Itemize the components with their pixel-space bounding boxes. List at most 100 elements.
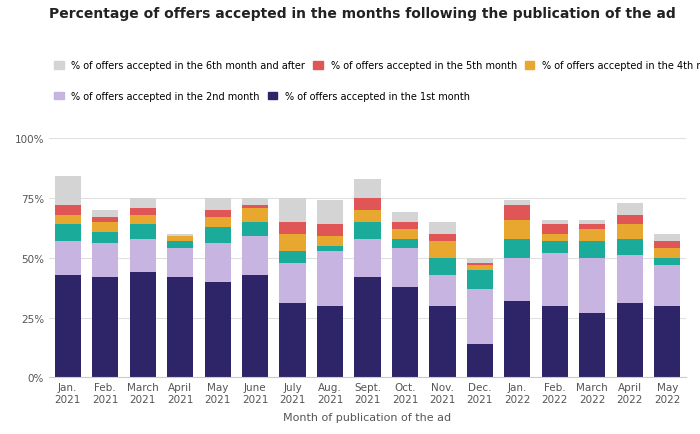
Bar bbox=[617, 239, 643, 256]
Bar bbox=[317, 225, 343, 237]
Bar bbox=[167, 249, 193, 277]
Bar bbox=[204, 218, 231, 227]
Bar bbox=[55, 275, 81, 378]
Bar bbox=[92, 232, 118, 244]
Legend: % of offers accepted in the 6th month and after, % of offers accepted in the 5th: % of offers accepted in the 6th month an… bbox=[54, 61, 700, 71]
Bar bbox=[504, 258, 531, 301]
Bar bbox=[317, 247, 343, 251]
Bar bbox=[317, 237, 343, 246]
Bar bbox=[504, 220, 531, 239]
Bar bbox=[542, 253, 568, 306]
Bar bbox=[542, 241, 568, 253]
Bar bbox=[317, 306, 343, 378]
Bar bbox=[279, 222, 306, 234]
Bar bbox=[542, 225, 568, 234]
Bar bbox=[654, 241, 680, 249]
Bar bbox=[242, 237, 268, 275]
Text: Percentage of offers accepted in the months following the publication of the ad: Percentage of offers accepted in the mon… bbox=[49, 7, 676, 20]
Bar bbox=[167, 237, 193, 241]
Bar bbox=[617, 256, 643, 304]
Bar bbox=[354, 223, 381, 239]
Bar bbox=[55, 177, 81, 206]
Bar bbox=[204, 198, 231, 210]
Bar bbox=[467, 344, 493, 378]
Bar bbox=[92, 210, 118, 218]
Bar bbox=[242, 199, 268, 206]
Bar bbox=[392, 239, 418, 249]
Bar bbox=[242, 208, 268, 223]
Bar bbox=[204, 210, 231, 218]
Bar bbox=[429, 241, 456, 258]
Bar bbox=[617, 203, 643, 215]
Bar bbox=[167, 241, 193, 249]
Bar bbox=[579, 258, 606, 313]
Bar bbox=[317, 201, 343, 225]
Bar bbox=[130, 225, 156, 239]
Bar bbox=[354, 199, 381, 210]
Bar bbox=[392, 287, 418, 378]
Bar bbox=[279, 198, 306, 222]
Bar bbox=[579, 220, 606, 225]
Bar bbox=[92, 244, 118, 277]
Bar bbox=[55, 215, 81, 225]
Bar bbox=[279, 263, 306, 304]
Bar bbox=[542, 306, 568, 378]
Bar bbox=[130, 208, 156, 215]
Bar bbox=[204, 227, 231, 244]
Bar bbox=[542, 234, 568, 241]
Bar bbox=[279, 234, 306, 251]
Bar bbox=[579, 225, 606, 230]
Bar bbox=[392, 222, 418, 230]
Bar bbox=[354, 210, 381, 223]
Bar bbox=[579, 230, 606, 241]
Bar bbox=[92, 217, 118, 222]
Bar bbox=[617, 304, 643, 378]
Bar bbox=[579, 313, 606, 378]
Bar bbox=[92, 222, 118, 232]
Bar bbox=[467, 265, 493, 270]
Bar bbox=[130, 273, 156, 378]
Bar bbox=[204, 282, 231, 378]
Bar bbox=[242, 206, 268, 208]
Bar bbox=[55, 241, 81, 275]
Bar bbox=[354, 239, 381, 277]
Bar bbox=[317, 251, 343, 306]
Bar bbox=[130, 239, 156, 273]
Bar bbox=[429, 222, 456, 234]
Bar bbox=[429, 234, 456, 241]
Bar bbox=[242, 222, 268, 237]
Bar bbox=[467, 258, 493, 263]
Bar bbox=[617, 215, 643, 225]
Bar bbox=[504, 206, 531, 220]
Bar bbox=[579, 241, 606, 258]
Bar bbox=[429, 306, 456, 378]
Bar bbox=[279, 304, 306, 378]
Bar bbox=[130, 198, 156, 208]
Bar bbox=[354, 277, 381, 378]
Bar bbox=[92, 277, 118, 378]
Bar bbox=[392, 249, 418, 287]
Bar bbox=[467, 289, 493, 344]
Bar bbox=[654, 249, 680, 258]
Bar bbox=[504, 239, 531, 258]
Bar bbox=[429, 258, 456, 275]
Bar bbox=[654, 258, 680, 266]
Bar bbox=[242, 275, 268, 378]
Bar bbox=[279, 251, 306, 263]
Bar bbox=[392, 213, 418, 222]
Bar bbox=[130, 215, 156, 225]
Bar bbox=[654, 306, 680, 378]
Bar bbox=[429, 275, 456, 306]
Bar bbox=[542, 220, 568, 225]
Bar bbox=[617, 225, 643, 239]
Bar bbox=[654, 234, 680, 241]
X-axis label: Month of publication of the ad: Month of publication of the ad bbox=[284, 412, 452, 422]
Bar bbox=[354, 180, 381, 199]
Legend: % of offers accepted in the 2nd month, % of offers accepted in the 1st month: % of offers accepted in the 2nd month, %… bbox=[54, 92, 470, 102]
Bar bbox=[55, 225, 81, 241]
Bar bbox=[467, 263, 493, 265]
Bar bbox=[167, 234, 193, 237]
Bar bbox=[55, 206, 81, 215]
Bar bbox=[504, 301, 531, 378]
Bar bbox=[204, 244, 231, 282]
